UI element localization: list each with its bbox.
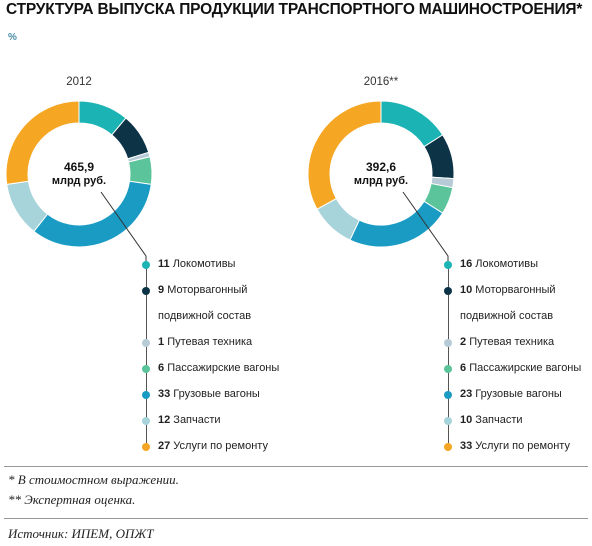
chart-0-total-value: 465,9 <box>63 160 95 174</box>
chart-0-legend-item-0: 11 Локомотивы <box>158 258 235 270</box>
chart-1-legend-value-6: 33 <box>460 440 476 452</box>
chart-1-legend-label-1: Моторвагонный <box>475 284 556 296</box>
chart-1-legend-swatch-5 <box>444 417 452 425</box>
chart-1-legend-item-5: 10 Запчасти <box>460 414 523 426</box>
chart-0-legend-value-0: 11 <box>158 258 173 270</box>
donut-chart-1 <box>307 100 455 265</box>
source-note: Источник: ИПЕМ, ОПЖТ <box>8 526 154 541</box>
chart-0-legend-swatch-6 <box>142 443 150 451</box>
chart-1-legend-label-2: Путевая техника <box>469 336 555 348</box>
source-separator <box>4 518 588 519</box>
chart-0-legend-item-3: 6 Пассажирские вагоны <box>158 362 279 374</box>
chart-1-legend-item-6: 33 Услуги по ремонту <box>460 440 570 452</box>
chart-1-legend-swatch-1 <box>444 287 452 295</box>
chart-0-legend-label-1: Моторвагонный <box>167 284 248 296</box>
chart-1-legend-swatch-4 <box>444 391 452 399</box>
chart-0-legend-label-4: Грузовые вагоны <box>173 388 260 400</box>
chart-1-legend-label-4: Грузовые вагоны <box>475 388 562 400</box>
chart-1-legend-rail <box>448 265 449 447</box>
chart-1-legend-item-1: 10 Моторвагонный <box>460 284 556 296</box>
chart-0-center-label: 465,9 млрд руб. <box>52 160 106 188</box>
chart-0-legend-label-6: Услуги по ремонту <box>173 440 268 452</box>
chart-0-legend-item-1: 9 Моторвагонный <box>158 284 247 296</box>
chart-0-legend-swatch-2 <box>142 339 150 347</box>
chart-0-legend-item-2: 1 Путевая техника <box>158 336 252 348</box>
chart-1-legend-swatch-3 <box>444 365 452 373</box>
chart-0-legend-label-5: Запчасти <box>173 414 221 426</box>
chart-0-legend-item-5: 12 Запчасти <box>158 414 221 426</box>
chart-0-total-unit: млрд руб. <box>51 175 107 187</box>
chart-0-legend-value-3: 6 <box>158 362 168 374</box>
chart-1-legend-label-3: Пассажирские вагоны <box>469 362 582 374</box>
chart-1-legend-swatch-6 <box>444 443 452 451</box>
chart-1-legend-swatch-2 <box>444 339 452 347</box>
chart-0-legend-value-1: 9 <box>158 284 168 296</box>
chart-0-legend-value-5: 12 <box>158 414 174 426</box>
footnote-separator <box>4 466 588 467</box>
chart-1-slice-0 <box>380 100 444 148</box>
chart-1-legend-label-1-line-1: подвижной состав <box>460 310 554 322</box>
chart-1-legend-value-4: 23 <box>460 388 476 400</box>
chart-0-legend-swatch-1 <box>142 287 150 295</box>
chart-1-legend-item-3: 6 Пассажирские вагоны <box>460 362 581 374</box>
chart-0-legend-swatch-3 <box>142 365 150 373</box>
chart-0-legend-item-6: 27 Услуги по ремонту <box>158 440 268 452</box>
chart-1-legend-value-2: 2 <box>460 336 470 348</box>
chart-0-legend-swatch-0 <box>142 261 150 269</box>
chart-0-legend-value-4: 33 <box>158 388 174 400</box>
chart-1-total-value: 392,6 <box>365 160 397 174</box>
chart-0-legend-label-0: Локомотивы <box>172 258 236 270</box>
chart-1-legend-swatch-0 <box>444 261 452 269</box>
footnote-2: ** Экспертная оценка. <box>8 492 136 507</box>
chart-1-slice-6 <box>307 100 382 210</box>
chart-0-legend-swatch-5 <box>142 417 150 425</box>
chart-1-legend-item-2: 2 Путевая техника <box>460 336 554 348</box>
chart-1-legend-label-5: Запчасти <box>475 414 523 426</box>
chart-1-legend-item-0: 16 Локомотивы <box>460 258 538 270</box>
chart-1-legend-label-0: Локомотивы <box>475 258 539 270</box>
chart-0-legend-label-1-line-1: подвижной состав <box>158 310 252 322</box>
chart-0-legend-swatch-4 <box>142 391 150 399</box>
chart-1-legend-item-1-line-1: подвижной состав <box>460 310 553 322</box>
chart-1-legend-item-4: 23 Грузовые вагоны <box>460 388 562 400</box>
chart-1-legend-label-6: Услуги по ремонту <box>475 440 570 452</box>
chart-1-legend-value-0: 16 <box>460 258 476 270</box>
chart-0-legend-item-1-line-1: подвижной состав <box>158 310 251 322</box>
chart-0-legend-item-4: 33 Грузовые вагоны <box>158 388 260 400</box>
chart-0-legend-rail <box>146 265 147 447</box>
chart-0-legend-value-2: 1 <box>158 336 168 348</box>
chart-0-year-label: 2012 <box>66 76 92 88</box>
chart-1-legend-value-5: 10 <box>460 414 476 426</box>
chart-0-legend-label-3: Пассажирские вагоны <box>167 362 280 374</box>
chart-1-legend-value-3: 6 <box>460 362 470 374</box>
chart-1-center-label: 392,6 млрд руб. <box>354 160 408 188</box>
chart-title: СТРУКТУРА ВЫПУСКА ПРОДУКЦИИ ТРАНСПОРТНОГ… <box>6 1 583 18</box>
donut-chart-0 <box>5 100 153 265</box>
unit-label: % <box>8 32 17 43</box>
chart-1-legend-value-1: 10 <box>460 284 476 296</box>
chart-0-legend-label-2: Путевая техника <box>167 336 253 348</box>
footnote-1: * В стоимостном выражении. <box>8 472 179 487</box>
chart-1-total-unit: млрд руб. <box>353 175 409 187</box>
chart-0-slice-6 <box>5 100 80 185</box>
chart-1-year-label: 2016** <box>363 76 399 88</box>
chart-0-legend-value-6: 27 <box>158 440 174 452</box>
chart-1-slice-4 <box>349 200 444 248</box>
